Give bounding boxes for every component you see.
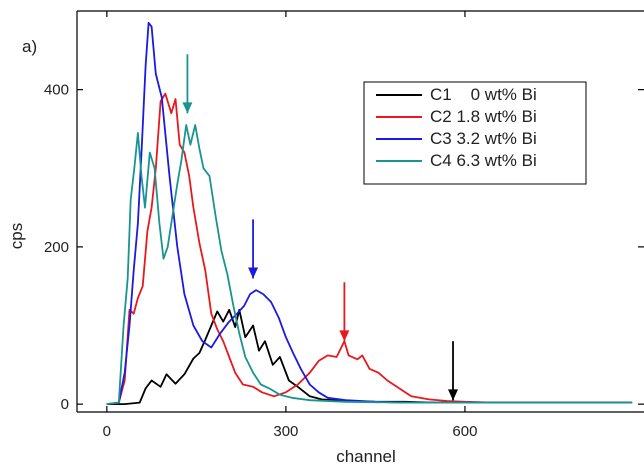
- peak-arrow-3: [339, 282, 350, 342]
- legend-label-3: C3 3.2 wt% Bi: [430, 129, 537, 148]
- x-axis-label: channel: [336, 447, 396, 466]
- axes: 0 300 600 0 200 400: [44, 10, 644, 440]
- series-line-2: [106, 92, 633, 405]
- y-axis-label: cps: [7, 223, 26, 249]
- legend-box: [363, 81, 587, 185]
- peak-arrow-2: [248, 219, 259, 279]
- y-tick-label: 400: [44, 82, 69, 99]
- legend-label-2: C2 1.8 wt% Bi: [430, 107, 537, 126]
- peak-arrow-4: [448, 341, 459, 401]
- legend-label-4: C4 6.3 wt% Bi: [430, 151, 537, 170]
- peak-arrow-1: [182, 54, 193, 114]
- peak-arrows: [182, 54, 459, 401]
- y-tick-label: 0: [61, 396, 69, 413]
- series-line-4: [106, 124, 633, 405]
- legend-label-1: C1 0 wt% Bi: [430, 85, 537, 104]
- x-tick-label: 600: [452, 423, 477, 440]
- series-line-3: [106, 21, 633, 405]
- x-tick-label: 300: [273, 423, 298, 440]
- plot-area: [106, 21, 633, 406]
- panel-label: a): [22, 37, 37, 56]
- series-line-1: [106, 308, 633, 406]
- legend: C1 0 wt% Bi C2 1.8 wt% Bi C3 3.2 wt% Bi C4 …: [363, 81, 587, 185]
- y-tick-label: 200: [44, 239, 69, 256]
- x-tick-label: 0: [103, 423, 111, 440]
